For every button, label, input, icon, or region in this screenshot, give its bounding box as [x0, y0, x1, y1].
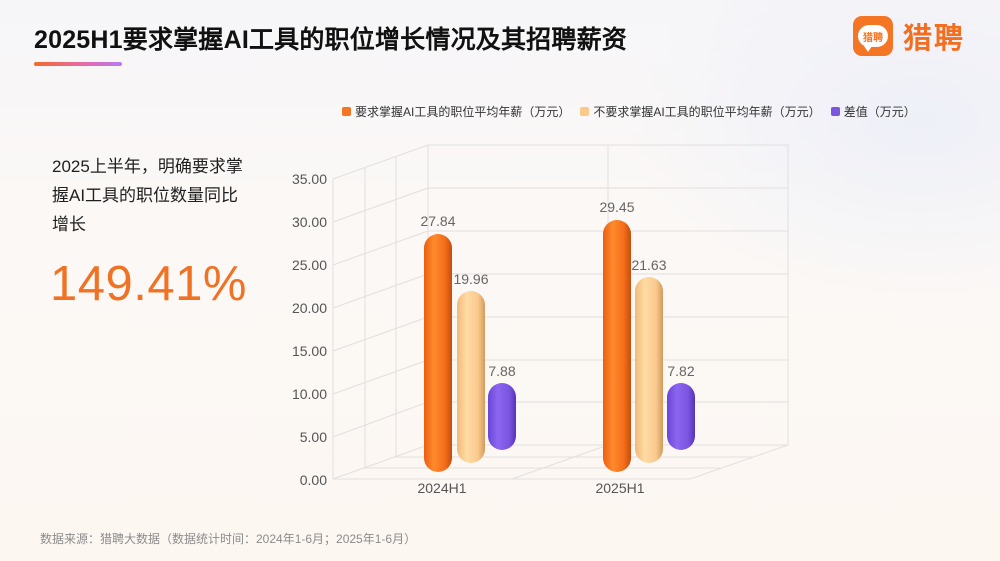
- bar-ai-not-required-2024H1: [457, 291, 485, 463]
- data-source-note: 数据来源：猎聘大数据（数据统计时间：2024年1-6月；2025年1-6月）: [40, 532, 417, 546]
- legend-item-difference: 差值（万元）: [830, 103, 916, 120]
- svg-text:2025H1: 2025H1: [595, 480, 644, 496]
- svg-text:20.00: 20.00: [292, 300, 327, 316]
- svg-text:0.00: 0.00: [300, 472, 327, 488]
- liepin-logo: 猎聘 猎聘: [853, 15, 965, 57]
- bar-difference-2024H1: [488, 383, 516, 450]
- bar-ai-required-2024H1: [424, 234, 452, 472]
- svg-text:2024H1: 2024H1: [417, 480, 466, 496]
- bar-ai-not-required-2025H1: [635, 277, 663, 463]
- y-axis: 35.00 30.00 25.00 20.00 15.00 10.00 5.00…: [292, 171, 327, 488]
- bar-group-2024H1: 27.84 19.96 7.88: [420, 213, 516, 472]
- logo-text: 猎聘: [903, 23, 966, 55]
- logo-badge-icon: 猎聘: [853, 16, 893, 56]
- bar-group-2025H1: 29.45 21.63 7.82: [599, 199, 695, 472]
- highlight-description: 2025上半年，明确要求掌握AI工具的职位数量同比增长: [52, 157, 243, 234]
- legend-swatch-icon: [580, 107, 590, 116]
- legend-item-ai-not-required: 不要求掌握AI工具的职位平均年薪（万元）: [580, 103, 821, 120]
- svg-text:15.00: 15.00: [292, 343, 327, 359]
- svg-text:10.00: 10.00: [292, 386, 327, 402]
- svg-text:30.00: 30.00: [292, 214, 327, 230]
- legend-item-ai-required: 要求掌握AI工具的职位平均年薪（万元）: [342, 103, 570, 120]
- legend-label: 不要求掌握AI工具的职位平均年薪（万元）: [593, 105, 821, 119]
- svg-text:25.00: 25.00: [292, 257, 327, 273]
- chart-grid: [332, 144, 789, 480]
- bar-difference-2025H1: [667, 383, 695, 450]
- legend-label: 要求掌握AI工具的职位平均年薪（万元）: [355, 105, 571, 119]
- svg-text:29.45: 29.45: [599, 199, 634, 215]
- svg-text:21.63: 21.63: [631, 257, 666, 273]
- svg-text:19.96: 19.96: [453, 271, 488, 287]
- title-underline: [34, 62, 122, 66]
- svg-text:7.82: 7.82: [667, 363, 694, 379]
- x-axis: 2024H1 2025H1: [417, 480, 644, 496]
- highlight-value: 149.41%: [50, 257, 247, 311]
- chart-legend: 要求掌握AI工具的职位平均年薪（万元） 不要求掌握AI工具的职位平均年薪（万元）…: [342, 103, 916, 120]
- logo-bubble-text: 猎聘: [858, 25, 888, 52]
- legend-swatch-icon: [830, 107, 840, 116]
- svg-text:35.00: 35.00: [292, 171, 327, 187]
- legend-swatch-icon: [342, 107, 351, 116]
- legend-label: 差值（万元）: [843, 105, 916, 119]
- svg-text:5.00: 5.00: [300, 429, 327, 445]
- bar-ai-required-2025H1: [603, 220, 631, 472]
- svg-text:7.88: 7.88: [488, 363, 515, 379]
- page-title: 2025H1要求掌握AI工具的职位增长情况及其招聘薪资: [34, 26, 627, 54]
- svg-text:27.84: 27.84: [420, 213, 455, 229]
